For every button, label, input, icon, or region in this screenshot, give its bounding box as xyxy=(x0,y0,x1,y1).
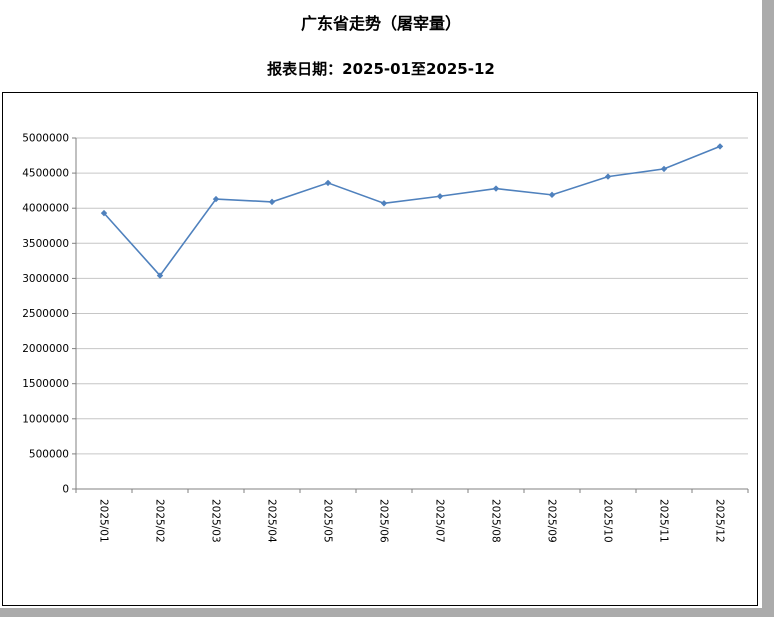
data-point-marker xyxy=(324,179,332,187)
data-point-marker xyxy=(212,195,220,203)
y-tick-label: 3000000 xyxy=(22,273,69,285)
x-tick-label: 2025/12 xyxy=(714,499,726,543)
data-point-marker xyxy=(100,209,108,217)
data-point-marker xyxy=(548,191,556,199)
chart-container: 0 500000 1000000 1500000 2000000 2500000 30000… xyxy=(2,92,758,606)
data-point-marker xyxy=(660,165,668,173)
y-tick-label: 4500000 xyxy=(22,168,69,180)
report-date-subtitle: 报表日期：2025-01至2025-12 xyxy=(267,60,495,78)
x-tick-label: 2025/11 xyxy=(658,499,670,543)
x-tick-label: 2025/08 xyxy=(490,499,502,543)
y-tick-label: 3500000 xyxy=(22,238,69,250)
page-title: 广东省走势（屠宰量） xyxy=(300,14,461,33)
data-point-marker xyxy=(716,143,724,150)
x-tick-label: 2025/10 xyxy=(602,499,614,543)
data-point-marker xyxy=(380,200,388,207)
x-tick-label: 2025/05 xyxy=(322,499,334,543)
series-line xyxy=(103,145,721,277)
window-edge-right xyxy=(762,0,774,617)
data-point-marker xyxy=(156,272,164,279)
data-point-marker xyxy=(436,193,444,200)
data-point-marker xyxy=(268,198,276,206)
y-tick-label: 2500000 xyxy=(22,308,69,320)
y-tick-label: 4000000 xyxy=(22,203,69,215)
x-tick-label: 2025/07 xyxy=(434,499,446,543)
x-tick-label: 2025/09 xyxy=(546,499,558,543)
data-point-marker xyxy=(492,185,500,192)
x-tick-label: 2025/06 xyxy=(378,499,390,543)
trend-line-chart: 0 500000 1000000 1500000 2000000 2500000 30000… xyxy=(22,133,749,543)
y-tick-label: 5000000 xyxy=(22,133,69,145)
y-tick-label: 2000000 xyxy=(22,343,69,355)
data-point-marker xyxy=(604,173,612,180)
y-tick-label: 1000000 xyxy=(22,413,69,425)
x-tick-label: 2025/01 xyxy=(98,499,110,543)
y-tick-label: 0 xyxy=(62,484,69,496)
y-tick-label: 1500000 xyxy=(22,378,69,390)
window-edge-bottom xyxy=(0,608,762,617)
x-tick-label: 2025/04 xyxy=(266,499,278,543)
x-tick-label: 2025/03 xyxy=(210,499,222,543)
y-tick-label: 500000 xyxy=(29,448,69,460)
x-tick-label: 2025/02 xyxy=(154,499,166,543)
